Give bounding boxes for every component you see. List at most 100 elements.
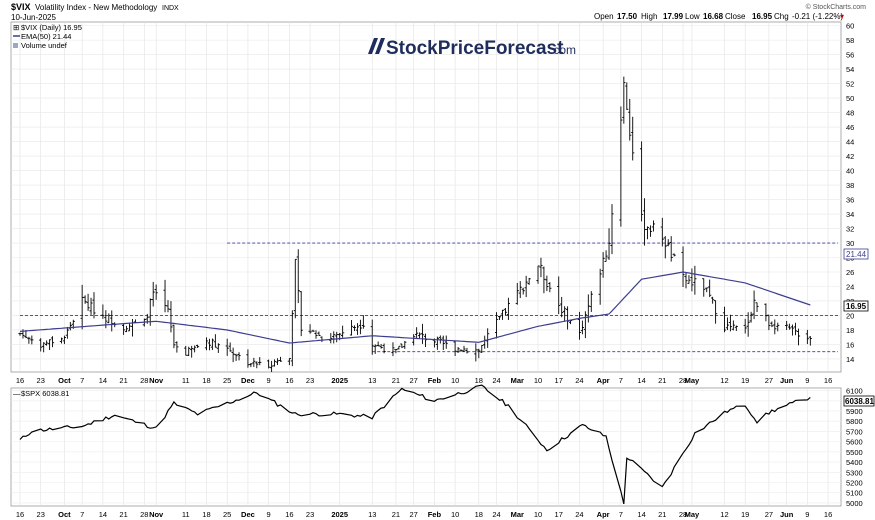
vix-bar xyxy=(725,317,730,331)
lower-y-tick-label: 5700 xyxy=(846,427,863,436)
vix-bar xyxy=(808,336,812,346)
spx-line xyxy=(19,384,811,505)
vix-bar xyxy=(373,344,377,354)
vix-bar xyxy=(320,336,324,343)
upper-x-tick-label: Feb xyxy=(428,376,442,385)
upper-x-tick-label: 27 xyxy=(410,376,418,385)
vix-bar xyxy=(358,319,362,335)
upper-panel xyxy=(10,21,842,373)
vix-bar xyxy=(785,320,789,330)
vix-bar xyxy=(734,325,738,331)
upper-x-tick-label: 21 xyxy=(658,376,666,385)
lower-x-tick-label: 7 xyxy=(619,510,623,519)
vix-bar xyxy=(418,332,422,339)
vix-bar xyxy=(237,352,241,361)
vix-bar xyxy=(651,220,656,232)
watermark: StockPriceForecast .com xyxy=(368,38,576,59)
vix-bar xyxy=(83,295,87,304)
lower-x-tick-label: 16 xyxy=(285,510,293,519)
lower-y-tick-label: 5800 xyxy=(846,417,863,426)
vix-bar xyxy=(400,343,404,349)
vix-bar xyxy=(80,284,84,330)
vix-bar xyxy=(311,329,315,332)
vix-bar xyxy=(477,348,481,359)
upper-y-tick-label: 26 xyxy=(846,268,854,277)
upper-x-tick-label: 16 xyxy=(824,376,832,385)
upper-x-tick-label: Mar xyxy=(511,376,524,385)
chart-date: 10-Jun-2025 xyxy=(11,13,56,22)
vix-bar xyxy=(749,311,753,323)
vix-bar xyxy=(45,340,49,346)
upper-x-tick-label: 10 xyxy=(534,376,542,385)
vix-bar xyxy=(370,319,374,355)
vix-bar xyxy=(459,349,463,352)
vix-bar xyxy=(648,225,653,237)
vix-bar xyxy=(480,344,484,353)
upper-y-tick-label: 56 xyxy=(846,51,854,60)
vix-bar xyxy=(474,343,478,362)
svg-text:High: High xyxy=(641,12,657,21)
upper-y-tick-label: 46 xyxy=(846,123,854,132)
svg-text:16.95: 16.95 xyxy=(752,12,773,21)
vix-bar xyxy=(731,320,735,331)
lower-x-axis: 16 23 Oct 7 14 21 28 Nov 11 18 25 Dec 9 16 23 2025 13 21 2… xyxy=(16,510,832,519)
vix-bar xyxy=(391,342,395,357)
vix-bar xyxy=(714,300,718,324)
lower-legend-icon: — xyxy=(13,389,21,398)
vix-bar xyxy=(560,296,564,318)
vix-bar xyxy=(711,296,715,304)
vix-bar xyxy=(681,246,685,287)
lower-y-tick-label: 5500 xyxy=(846,448,863,457)
upper-x-tick-label: 11 xyxy=(182,376,190,385)
upper-x-axis: 16 23 Oct 7 14 21 28 Nov 11 18 25 Dec 9 16 23 2025 13 21 2… xyxy=(16,376,832,385)
lower-y-tick-label: 5000 xyxy=(846,499,863,508)
vix-bar xyxy=(527,277,531,285)
upper-x-tick-label: 7 xyxy=(80,376,84,385)
price-marker-box xyxy=(843,300,869,312)
vix-bar xyxy=(628,98,632,141)
lower-x-tick-label: 18 xyxy=(475,510,483,519)
vix-bar xyxy=(154,284,158,300)
vix-bar xyxy=(693,265,697,295)
vix-bar xyxy=(62,335,66,345)
brand-credit: © StockCharts.com xyxy=(806,3,867,11)
upper-x-tick-label: 23 xyxy=(306,376,314,385)
upper-x-tick-label: 28 xyxy=(679,376,687,385)
vix-bar xyxy=(352,325,357,331)
upper-y-tick-label: 42 xyxy=(846,152,854,161)
vix-bar xyxy=(660,217,664,247)
vix-bar xyxy=(764,303,768,322)
vix-bar xyxy=(746,312,750,337)
lower-x-tick-label: 14 xyxy=(637,510,645,519)
upper-x-tick-label: 7 xyxy=(619,376,623,385)
upper-y-tick-label: 16 xyxy=(846,340,854,349)
vix-bar xyxy=(788,323,792,330)
spx-marker-box xyxy=(843,395,875,407)
vix-bar xyxy=(50,336,55,348)
vix-bar xyxy=(625,82,629,110)
upper-x-tick-label: 19 xyxy=(741,376,749,385)
lower-y-tick-label: 5600 xyxy=(846,438,863,447)
vix-bar xyxy=(210,338,214,350)
vix-bar xyxy=(175,341,179,353)
upper-x-tick-label: 18 xyxy=(202,376,210,385)
vix-bar xyxy=(151,281,155,307)
vix-ohlc-bars xyxy=(18,76,812,372)
lower-x-tick-label: Feb xyxy=(428,510,442,519)
vix-bar xyxy=(252,357,256,367)
vix-bar xyxy=(107,313,111,324)
upper-y-tick-label: 60 xyxy=(846,22,854,31)
ema-marker-box xyxy=(843,248,869,260)
vix-bar xyxy=(231,347,235,363)
lower-x-tick-label: 21 xyxy=(392,510,400,519)
upper-x-tick-label: 13 xyxy=(368,376,376,385)
upper-x-tick-label: 9 xyxy=(805,376,809,385)
lower-x-tick-label: Jun xyxy=(780,510,794,519)
vix-bar xyxy=(415,327,419,339)
lower-x-tick-label: Oct xyxy=(58,510,71,519)
vix-bar xyxy=(196,344,200,348)
lower-x-tick-label: May xyxy=(685,510,700,519)
upper-x-tick-label: 10 xyxy=(451,376,459,385)
price-marker: 16.95 xyxy=(846,302,867,311)
vix-bar xyxy=(329,333,333,344)
